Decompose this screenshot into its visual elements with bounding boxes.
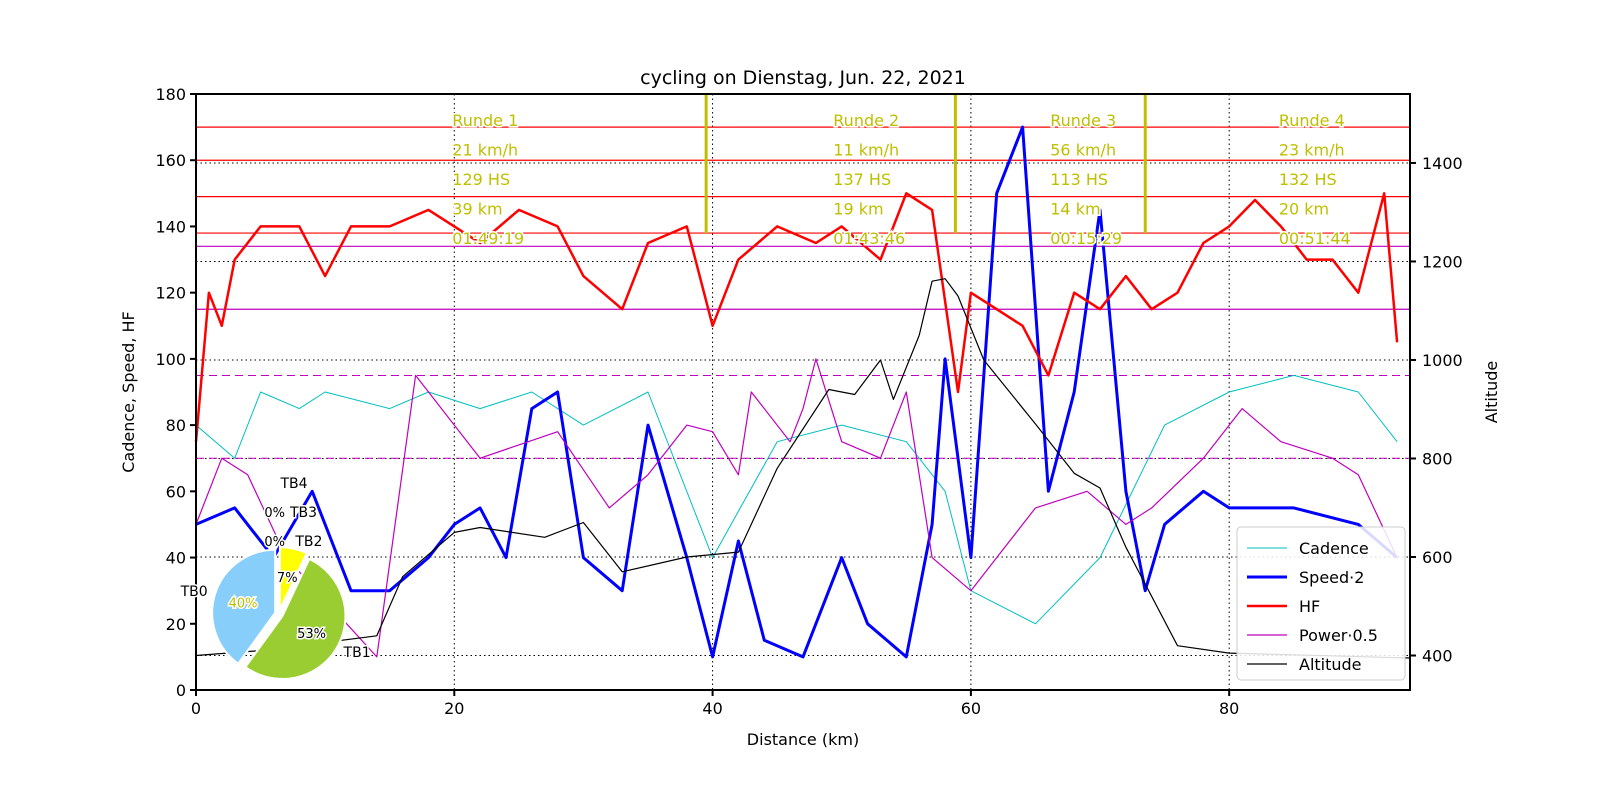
lap-3-label: 113 HS — [1050, 170, 1108, 189]
x-tick-label: 20 — [444, 699, 464, 718]
pie-pct-label: 40% — [229, 596, 258, 611]
legend-entry: HF — [1299, 597, 1320, 616]
lap-3-label: 56 km/h — [1050, 141, 1116, 160]
y-tick-label: 180 — [155, 85, 186, 104]
legend-entry: Power·0.5 — [1299, 626, 1378, 645]
series-altitude — [195, 278, 1411, 659]
y-tick-label: 140 — [155, 217, 186, 236]
legend-box — [1236, 526, 1406, 681]
lap-1-label: Runde 1 — [452, 111, 518, 130]
y-tick-label: 0 — [176, 681, 186, 700]
pie-label: TB1 — [343, 645, 371, 661]
lap-1-label: 39 km — [452, 200, 502, 219]
pie-pct-label: 0% — [264, 535, 285, 550]
lap-4-label: 00:51:44 — [1279, 229, 1351, 248]
y-tick-label: 120 — [155, 284, 186, 303]
pie-label: TB4 — [279, 476, 307, 492]
lap-1-label: 129 HS — [452, 170, 510, 189]
y-tick-label: 20 — [166, 615, 186, 634]
series-cadence — [195, 374, 1398, 625]
y-tick-label: 80 — [166, 416, 186, 435]
legend-entry: Speed·2 — [1299, 568, 1364, 587]
y-axis-right-label: Altitude — [1482, 361, 1501, 424]
series-speed — [195, 125, 1399, 659]
lap-3-label: 00:15:29 — [1050, 229, 1122, 248]
pie-label: TB2 — [294, 534, 322, 550]
y-right-tick-label: 400 — [1422, 647, 1453, 666]
y-tick-label: 40 — [166, 549, 186, 568]
pie-label: TB0 — [180, 584, 208, 600]
x-tick-label: 80 — [1219, 699, 1239, 718]
lap-4-label: Runde 4 — [1279, 111, 1345, 130]
y-right-tick-label: 800 — [1422, 449, 1453, 468]
lap-3-label: 14 km — [1050, 200, 1100, 219]
y-right-tick-label: 1200 — [1422, 252, 1463, 271]
y-axis-label: Cadence, Speed, HF — [119, 311, 138, 473]
y-tick-label: 160 — [155, 151, 186, 170]
lap-2-label: 19 km — [833, 200, 883, 219]
legend-entry: Altitude — [1299, 655, 1362, 674]
y-right-tick-label: 1000 — [1422, 351, 1463, 370]
pie-label: TB3 — [289, 505, 317, 521]
pie-pct-label: 7% — [277, 571, 298, 586]
pie-slice-tb0 — [211, 548, 277, 666]
lap-4-label: 132 HS — [1279, 170, 1337, 189]
legend-entry: Cadence — [1299, 539, 1369, 558]
pie-pct-label: 53% — [297, 627, 326, 642]
plot-frame — [195, 93, 1411, 691]
series-power — [195, 358, 1398, 658]
pie-pct-label: 0% — [264, 506, 285, 521]
pie-slice-tb2 — [278, 546, 309, 611]
chart-title: cycling on Dienstag, Jun. 22, 2021 — [640, 67, 966, 89]
lap-4-label: 20 km — [1279, 200, 1329, 219]
lap-1-label: 01:49:19 — [452, 229, 524, 248]
pie-slice-tb1 — [244, 557, 347, 681]
y-right-tick-label: 600 — [1422, 548, 1453, 567]
lap-2-label: Runde 2 — [833, 111, 899, 130]
lap-2-label: 01:43:46 — [833, 229, 905, 248]
lap-2-label: 11 km/h — [833, 141, 899, 160]
lap-1-label: 21 km/h — [452, 141, 518, 160]
x-axis-label: Distance (km) — [747, 730, 859, 749]
series-hf — [194, 192, 1399, 442]
x-tick-label: 60 — [961, 699, 981, 718]
lap-3-label: Runde 3 — [1050, 111, 1116, 130]
lap-2-label: 137 HS — [833, 170, 891, 189]
lap-4-label: 23 km/h — [1279, 141, 1345, 160]
y-tick-label: 60 — [166, 482, 186, 501]
y-right-tick-label: 1400 — [1422, 154, 1463, 173]
y-tick-label: 100 — [155, 350, 186, 369]
x-tick-label: 0 — [191, 699, 201, 718]
x-tick-label: 40 — [702, 699, 722, 718]
